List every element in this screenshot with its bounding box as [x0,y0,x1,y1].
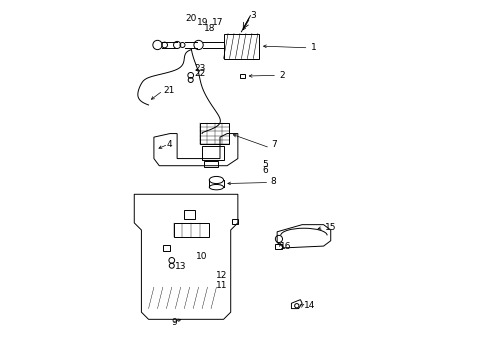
Text: 20: 20 [185,14,196,23]
Bar [173,223,209,237]
Bar [223,33,259,59]
Text: 23: 23 [194,64,206,73]
Bar [275,244,282,249]
Text: 14: 14 [304,301,316,310]
Text: 8: 8 [270,177,276,186]
Text: 13: 13 [175,262,187,271]
Text: 19: 19 [197,18,208,27]
Bar [202,146,223,160]
Text: 6: 6 [262,166,268,175]
Text: 21: 21 [164,86,175,95]
Bar [163,245,170,251]
Text: 18: 18 [204,24,216,33]
Text: 17: 17 [212,18,223,27]
Bar [184,210,195,219]
Text: 22: 22 [194,69,205,78]
Text: 7: 7 [270,140,276,149]
Text: 3: 3 [250,11,256,20]
Text: 4: 4 [167,140,172,149]
Text: 2: 2 [279,71,285,80]
Text: 1: 1 [311,43,317,52]
Text: 11: 11 [216,281,227,290]
Bar [232,219,238,224]
Bar [204,161,218,167]
Text: 5: 5 [262,160,268,169]
Bar [200,123,229,144]
Bar [240,74,245,78]
Text: 12: 12 [216,271,227,280]
Text: 10: 10 [196,252,207,261]
Text: 15: 15 [325,222,337,231]
Text: 16: 16 [280,242,292,251]
Text: 9: 9 [172,318,177,327]
